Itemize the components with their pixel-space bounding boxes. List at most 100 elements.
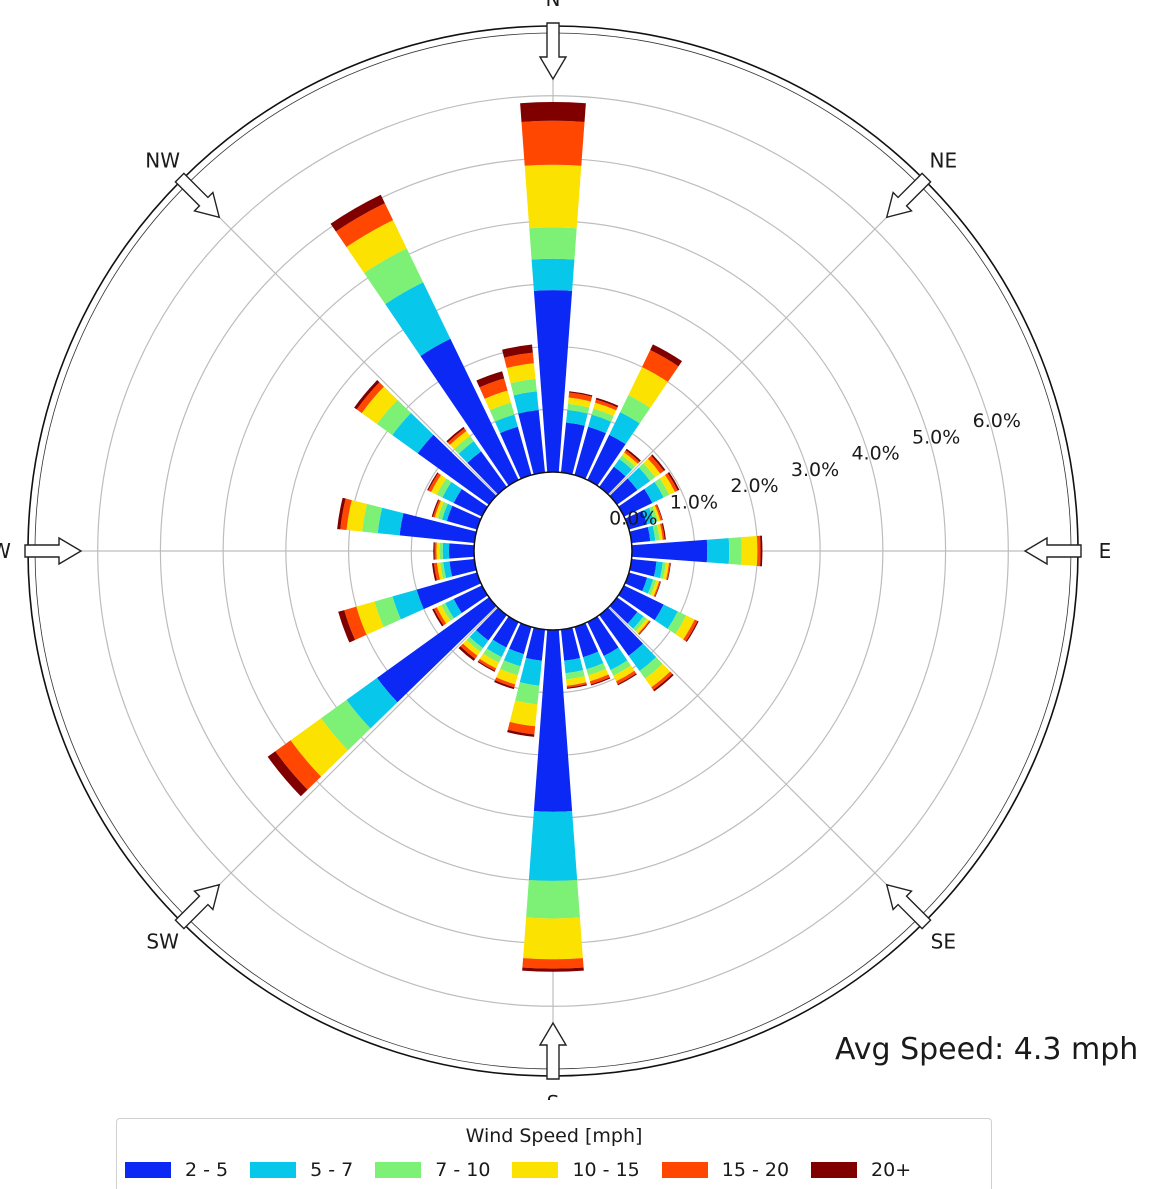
bar-sector-340-bin-2 [489,402,515,422]
bar-sector-310-bin-1 [392,412,434,454]
bar-sector-90-bin-4 [756,535,761,567]
bar-sector-10-bin-3 [567,397,591,408]
bar-sector-0-bin-1 [531,258,575,291]
bar-sector-200-bin-3 [496,668,518,685]
bar-sector-290-bin-0 [446,505,481,530]
legend-label: 10 - 15 [572,1159,640,1181]
bar-sector-210-bin-2 [483,648,502,663]
bar-sector-330-bin-0 [420,338,519,486]
wind-rose-chart: 0.0%1.0%2.0%3.0%4.0%5.0%6.0% NNEESESSWWN… [0,0,1111,1100]
legend-title: Wind Speed [mph] [465,1125,643,1147]
bar-sector-140-bin-2 [639,657,663,679]
bar-sector-270-bin-4 [434,542,437,560]
bar-sector-180-bin-4 [522,958,584,969]
legend-label: 5 - 7 [310,1159,354,1181]
bar-sector-320-bin-4 [447,428,467,445]
legend-swatch [661,1162,708,1178]
compass-arrow-sw [174,883,221,930]
bar-sector-270-bin-5 [433,542,435,560]
bar-sector-280-bin-1 [377,507,404,536]
bar-sector-50-bin-3 [643,458,661,478]
bar-sector-340-bin-5 [476,371,505,388]
bar-sector-210-bin-5 [477,660,496,672]
grid-spoke-45 [608,184,920,496]
grid-spoke-315 [186,184,498,496]
radial-tick-label: 1.0% [670,491,718,513]
bar-sector-120-bin-3 [675,615,695,640]
bar-sector-210-bin-4 [478,658,497,671]
bar-sector-290-bin-1 [441,503,453,521]
bar-sector-220-bin-5 [458,646,476,661]
bar-sector-240-bin-5 [432,608,444,627]
legend-item: 10 - 15 [512,1159,640,1181]
wind-bars [267,101,763,972]
bar-sector-50-bin-4 [647,455,664,474]
bar-sector-200-bin-1 [503,648,524,667]
bar-sector-230-bin-1 [346,677,398,729]
bar-sector-250-bin-4 [344,606,367,640]
bar-sector-340-bin-4 [479,378,508,399]
bar-sector-120-bin-1 [654,604,678,629]
bar-sector-300-bin-0 [453,488,488,517]
legend-swatch [512,1162,559,1178]
legend-item: 2 - 5 [125,1159,228,1181]
compass-arrow-nw [174,172,221,219]
compass-label-n: N [546,0,561,11]
bar-sector-200-bin-4 [494,677,516,688]
compass-arrow-shape [885,883,932,930]
compass-arrow-shape [885,172,932,219]
bar-sector-180-bin-1 [528,811,578,881]
bar-sector-20-bin-2 [591,408,614,422]
bar-sector-80-bin-4 [659,523,665,540]
legend-swatch [250,1162,297,1178]
bar-sector-240-bin-3 [436,605,451,624]
bar-sector-70-bin-4 [654,504,663,521]
bar-sector-190-bin-1 [519,657,542,686]
radial-tick-label: 6.0% [973,410,1021,432]
bar-sector-340-bin-0 [500,426,532,479]
bar-sector-170-bin-5 [566,684,587,689]
bar-sector-300-bin-1 [442,481,462,503]
bar-sector-230-bin-5 [267,751,308,797]
compass-arrow-shape [1023,536,1082,566]
bar-sector-70-bin-3 [652,505,661,522]
bar-sector-250-bin-0 [416,572,481,610]
bar-sector-100-bin-4 [666,562,671,580]
compass-arrow-ne [885,172,932,219]
bar-sector-40-bin-4 [624,450,640,464]
bar-sector-60-bin-1 [644,481,664,503]
compass-arrow-shape [174,172,221,219]
bar-sector-100-bin-2 [659,562,666,579]
bar-sector-70-bin-5 [656,504,663,521]
bar-sector-200-bin-2 [500,660,521,676]
compass-arrow-shape [24,536,83,566]
legend-items: 2 - 5 5 - 7 7 - 10 10 - 15 15 - 20 20+ [125,1159,933,1181]
bar-sector-350-bin-2 [510,378,537,396]
compass-markers: N NE E SE S SW W NW [0,0,1111,1100]
compass-arrow-se [885,883,932,930]
bar-sector-160-bin-3 [588,668,609,682]
bar-sector-310-bin-2 [377,399,411,436]
radial-tick-label: 3.0% [791,459,839,481]
legend-item: 20+ [811,1159,911,1181]
bar-sector-110-bin-4 [653,581,661,597]
bar-sector-270-bin-3 [436,542,440,560]
legend-label: 2 - 5 [185,1159,229,1181]
bar-sector-300-bin-5 [427,472,439,491]
bar-sector-330-bin-3 [346,220,407,273]
bar-sector-290-bin-3 [434,500,444,519]
compass-label-nw: NW [145,149,180,173]
bar-sector-30-bin-3 [628,366,668,408]
bar-sector-60-bin-4 [665,473,678,493]
bar-sector-190-bin-0 [525,627,546,661]
compass-label-sw: SW [146,929,179,953]
bar-sector-340-bin-1 [494,414,518,434]
bar-sector-180-bin-2 [526,879,580,919]
bar-sector-290-bin-2 [437,501,448,520]
compass-arrow-shape [174,883,221,930]
bar-sector-60-bin-0 [618,488,653,517]
bar-sector-160-bin-0 [574,623,599,658]
legend-label: 20+ [871,1159,912,1181]
bar-sector-0-bin-3 [524,164,582,229]
bar-sector-50-bin-1 [627,467,651,491]
